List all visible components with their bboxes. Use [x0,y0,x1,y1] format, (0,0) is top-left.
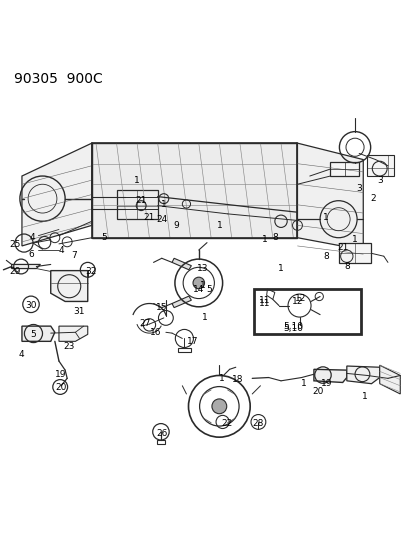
Polygon shape [330,161,358,176]
Text: 19: 19 [320,379,331,388]
Text: 8: 8 [323,252,328,261]
Polygon shape [22,143,92,246]
Polygon shape [172,259,191,270]
Text: 16: 16 [150,328,161,337]
Polygon shape [313,369,346,383]
Text: 5: 5 [31,330,36,339]
Text: 8: 8 [271,233,277,242]
Text: 11: 11 [258,296,270,305]
Text: 22: 22 [221,419,232,428]
Text: 20: 20 [55,383,66,392]
Text: 29: 29 [9,268,20,276]
Text: 14: 14 [192,286,204,294]
Text: 19: 19 [55,370,66,379]
Text: 5: 5 [206,285,211,294]
Text: 11: 11 [258,299,270,308]
Polygon shape [172,296,191,308]
Text: 30: 30 [25,301,37,310]
Polygon shape [297,143,362,250]
Text: 23: 23 [64,342,75,351]
Text: 21: 21 [135,196,147,205]
Text: 1: 1 [300,379,306,388]
Text: 4: 4 [18,350,24,359]
Text: 5,10: 5,10 [282,321,303,330]
Circle shape [192,277,204,289]
Text: 13: 13 [197,264,208,273]
Bar [116,190,157,219]
Text: 17: 17 [186,337,198,346]
Text: 21: 21 [143,214,155,222]
Text: 90305  900C: 90305 900C [14,72,102,86]
Text: 20: 20 [311,386,323,395]
Text: 1: 1 [161,200,166,209]
Polygon shape [22,326,55,341]
Text: 24: 24 [156,215,167,224]
Text: 1: 1 [351,235,357,244]
Text: 5,10: 5,10 [282,324,303,333]
Text: 1: 1 [134,176,140,184]
Text: 32: 32 [85,267,97,276]
Text: 1: 1 [261,235,267,244]
Polygon shape [51,271,88,302]
Text: 6: 6 [28,249,34,259]
Polygon shape [12,264,40,269]
Text: 27: 27 [139,319,151,328]
Text: 9: 9 [173,221,178,230]
Text: 5: 5 [101,233,107,242]
Text: 2: 2 [370,194,375,203]
Text: 1: 1 [216,221,222,230]
Text: 1: 1 [323,213,328,222]
Bar [338,244,370,263]
Text: 1: 1 [218,374,224,383]
Text: 1: 1 [361,392,367,401]
Bar [254,289,360,334]
Text: 3: 3 [356,184,361,193]
Text: 21: 21 [336,244,348,253]
Text: 1: 1 [202,313,207,322]
Text: 12: 12 [291,297,302,306]
Text: 3: 3 [376,176,382,184]
Polygon shape [92,143,297,238]
Text: 28: 28 [252,419,263,428]
Text: 7: 7 [71,251,77,260]
Text: 4: 4 [58,246,64,255]
Bar [366,156,393,176]
Polygon shape [379,365,399,394]
Text: 12: 12 [294,294,306,303]
Text: 15: 15 [156,303,167,312]
Text: 1: 1 [278,264,283,273]
Circle shape [211,399,226,414]
Text: 8: 8 [343,262,349,271]
Text: 31: 31 [74,307,85,316]
Text: 25: 25 [9,240,20,249]
Polygon shape [59,326,88,341]
Text: 26: 26 [156,429,167,438]
Text: 18: 18 [232,375,243,384]
Text: 1: 1 [199,280,205,289]
Polygon shape [346,366,379,384]
Text: 4: 4 [29,233,35,242]
